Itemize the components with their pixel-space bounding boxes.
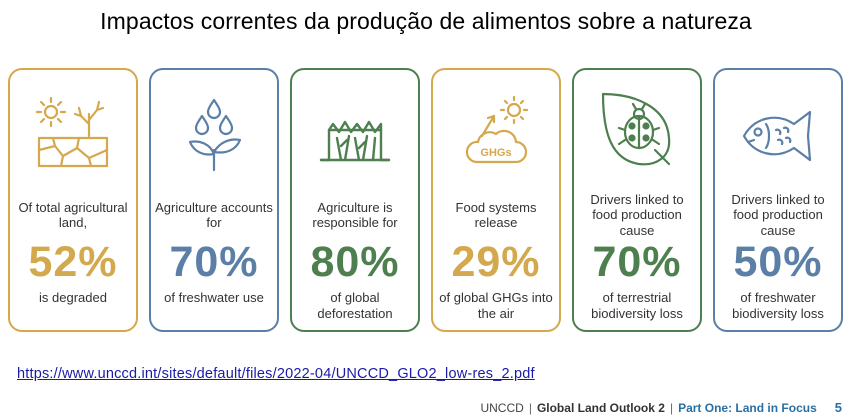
degraded-land-icon xyxy=(10,94,136,174)
card-bottom-text: of freshwater use xyxy=(164,290,264,305)
footer-report: Global Land Outlook 2 xyxy=(536,401,665,415)
card-bottom-text: of global deforestation xyxy=(317,290,393,321)
impact-cards: Of total agricultural land, 52% is degra… xyxy=(8,68,844,336)
card-bottom-text: of terrestrial biodiversity loss xyxy=(591,290,683,321)
card-top-text: Agriculture is responsible for xyxy=(312,199,398,231)
water-drops-plant-icon xyxy=(151,94,277,174)
ghg-label: GHGs xyxy=(480,147,511,159)
card-bottom-text: is degraded xyxy=(39,290,107,305)
card-percentage: 29% xyxy=(451,238,541,286)
slide-title: Impactos correntes da produção de alimen… xyxy=(100,8,752,34)
fish-icon xyxy=(715,94,841,174)
leaf-ladybug-icon xyxy=(574,86,700,166)
card-degraded-land: Of total agricultural land, 52% is degra… xyxy=(8,68,138,332)
card-percentage: 80% xyxy=(310,238,400,286)
footer-org: UNCCD xyxy=(480,401,524,415)
card-percentage: 52% xyxy=(28,238,118,286)
page-number: 5 xyxy=(834,400,842,415)
card-top-text: Drivers linked to food production cause xyxy=(731,191,825,238)
card-percentage: 70% xyxy=(169,238,259,286)
card-top-text: Drivers linked to food production cause xyxy=(590,191,684,238)
card-terrestrial-biodiversity: Drivers linked to food production cause … xyxy=(572,68,702,332)
card-freshwater-use: Agriculture accounts for 70% of freshwat… xyxy=(149,68,279,332)
ghg-cloud-icon: GHGs xyxy=(433,94,559,174)
source-link[interactable]: https://www.unccd.int/sites/default/file… xyxy=(17,366,535,382)
card-deforestation: Agriculture is responsible for 80% of gl… xyxy=(290,68,420,332)
footer-part: Part One: Land in Focus xyxy=(678,401,817,415)
card-top-text: Agriculture accounts for xyxy=(155,199,273,231)
card-top-text: Food systems release xyxy=(455,199,537,231)
card-ghg: GHGs Food systems release 29% of global … xyxy=(431,68,561,332)
tree-stump-icon xyxy=(292,94,418,174)
card-percentage: 70% xyxy=(592,238,682,286)
footer: UNCCD | Global Land Outlook 2 | Part One: La… xyxy=(480,400,842,415)
card-bottom-text: of global GHGs into the air xyxy=(439,290,553,321)
card-top-text: Of total agricultural land, xyxy=(18,199,128,231)
card-percentage: 50% xyxy=(733,238,823,286)
card-bottom-text: of freshwater biodiversity loss xyxy=(732,290,824,321)
card-freshwater-biodiversity: Drivers linked to food production cause … xyxy=(713,68,843,332)
